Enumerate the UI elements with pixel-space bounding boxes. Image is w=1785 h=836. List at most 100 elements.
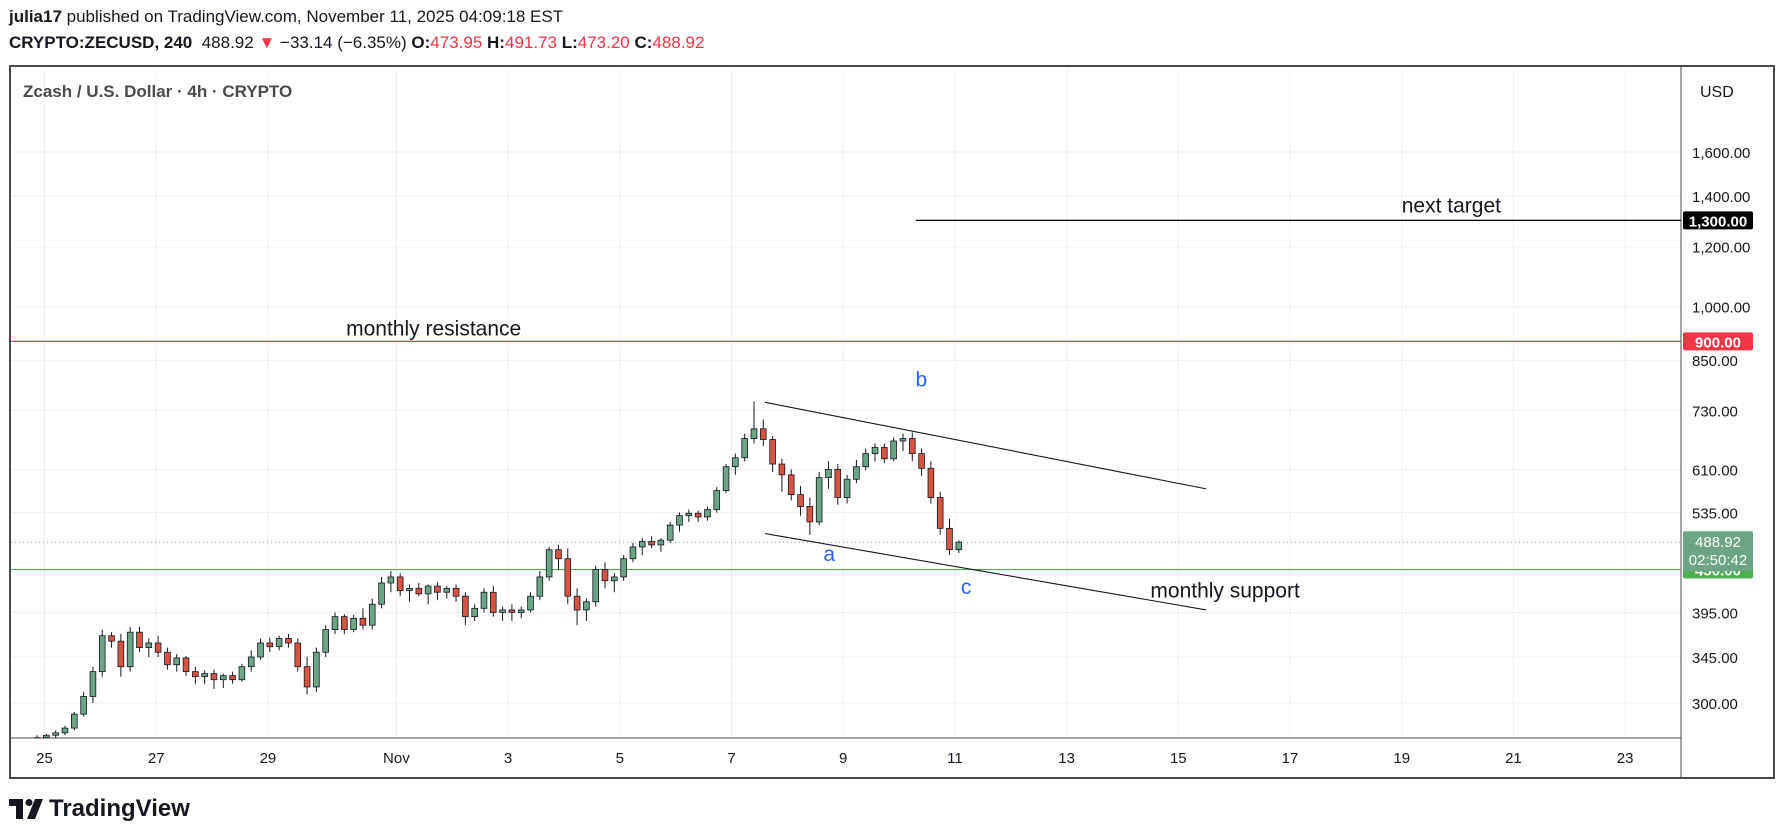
candle-down-body bbox=[415, 587, 423, 595]
candle bbox=[201, 670, 208, 684]
candle bbox=[313, 647, 320, 693]
author-name[interactable]: julia17 bbox=[9, 7, 62, 26]
y-tick-label: 1,200.00 bbox=[1692, 240, 1750, 257]
candle-up-body bbox=[257, 642, 264, 658]
candle-down-body bbox=[927, 467, 935, 498]
candle bbox=[648, 536, 655, 549]
candle-down-body bbox=[341, 616, 348, 630]
candle bbox=[760, 419, 767, 446]
candle-down-body bbox=[946, 527, 953, 551]
candle bbox=[61, 725, 69, 736]
candle-up-body bbox=[98, 635, 106, 673]
candle-up-body bbox=[536, 576, 544, 597]
candle bbox=[527, 592, 534, 613]
candle-down-body bbox=[769, 439, 776, 465]
candle-up-body bbox=[611, 576, 618, 582]
candle bbox=[462, 592, 469, 626]
candle-down-body bbox=[555, 549, 562, 560]
candle bbox=[806, 497, 814, 535]
candle-up-body bbox=[499, 609, 506, 613]
candle-up-body bbox=[480, 591, 488, 609]
y-tick-label: 730.00 bbox=[1692, 403, 1738, 420]
candle-down-body bbox=[936, 497, 944, 529]
chart-title: Zcash / U.S. Dollar · 4h · CRYPTO bbox=[23, 82, 292, 101]
plot-area: monthly resistance monthly support next ta… bbox=[11, 194, 1681, 738]
channel-lower-line bbox=[764, 533, 1207, 611]
candle bbox=[471, 604, 478, 621]
open-value: 473.95 bbox=[430, 33, 483, 52]
candle bbox=[89, 666, 97, 703]
currency-button[interactable]: USD bbox=[1700, 84, 1734, 101]
candle-up-body bbox=[275, 638, 283, 648]
resistance-price-tag-text: 900.00 bbox=[1695, 334, 1741, 351]
x-tick-label: 19 bbox=[1393, 750, 1410, 767]
tradingview-logo[interactable]: TradingView bbox=[9, 795, 190, 823]
candle bbox=[257, 638, 264, 660]
brand-name: TradingView bbox=[49, 795, 190, 822]
candle-up-body bbox=[378, 582, 385, 605]
candle bbox=[843, 474, 851, 504]
candle-down-body bbox=[508, 609, 516, 613]
candle bbox=[890, 437, 897, 462]
candle-down-body bbox=[192, 671, 199, 678]
candle bbox=[126, 626, 134, 672]
resistance-price-tag: 900.00 bbox=[1683, 332, 1753, 351]
candle-up-body bbox=[843, 478, 851, 498]
candle bbox=[387, 571, 395, 593]
y-tick-label: 395.00 bbox=[1692, 605, 1738, 622]
candle-down-body bbox=[797, 494, 804, 507]
candle bbox=[517, 606, 525, 619]
y-tick-label: 345.00 bbox=[1692, 650, 1738, 667]
candle bbox=[117, 633, 125, 677]
candle-up-body bbox=[350, 617, 357, 630]
x-tick-label: 29 bbox=[260, 750, 277, 767]
candle bbox=[71, 711, 78, 731]
publish-info: julia17 published on TradingView.com, No… bbox=[9, 7, 563, 27]
candle-down-body bbox=[462, 595, 469, 618]
candle bbox=[853, 459, 860, 484]
candle bbox=[657, 538, 665, 552]
candle bbox=[545, 546, 553, 581]
high-value: 491.73 bbox=[504, 33, 557, 52]
y-tick-label: 610.00 bbox=[1692, 462, 1738, 479]
candle bbox=[629, 542, 637, 563]
resistance-label: monthly resistance bbox=[346, 317, 521, 340]
x-tick-label: 15 bbox=[1170, 750, 1187, 767]
candle bbox=[210, 669, 218, 690]
candle-down-body bbox=[908, 438, 916, 455]
price-change: −33.14 (−6.35%) bbox=[280, 33, 407, 52]
candle bbox=[452, 584, 460, 602]
candle bbox=[480, 588, 488, 613]
candle-up-body bbox=[406, 587, 413, 592]
candle-down-body bbox=[266, 642, 274, 648]
candle bbox=[825, 461, 832, 489]
wave-label-b: b bbox=[916, 368, 928, 391]
candle bbox=[881, 443, 888, 463]
candle bbox=[666, 521, 674, 543]
x-tick-label: 9 bbox=[839, 750, 847, 767]
candle bbox=[620, 555, 627, 581]
x-tick-label: 11 bbox=[947, 750, 963, 767]
candle bbox=[946, 518, 953, 556]
candle-up-body bbox=[443, 587, 451, 593]
candle bbox=[294, 638, 302, 672]
candle-down-body bbox=[648, 541, 655, 546]
candle-down-body bbox=[359, 617, 367, 626]
candle bbox=[936, 491, 944, 535]
candle bbox=[443, 586, 451, 599]
candle-up-body bbox=[247, 656, 255, 668]
y-tick-label: 850.00 bbox=[1692, 353, 1738, 370]
candle-up-body bbox=[825, 469, 832, 479]
candle bbox=[331, 612, 339, 634]
candle bbox=[350, 614, 357, 633]
candle-down-body bbox=[490, 591, 497, 613]
candle-up-body bbox=[666, 524, 674, 541]
ohlc-line: CRYPTO:ZECUSD, 240 488.92 ▼ −33.14 (−6.3… bbox=[9, 33, 704, 53]
candle bbox=[424, 584, 432, 605]
candle-up-body bbox=[750, 428, 758, 439]
candle bbox=[368, 598, 376, 630]
candle bbox=[52, 730, 59, 738]
candle-down-body bbox=[452, 587, 460, 597]
candle bbox=[536, 571, 544, 601]
